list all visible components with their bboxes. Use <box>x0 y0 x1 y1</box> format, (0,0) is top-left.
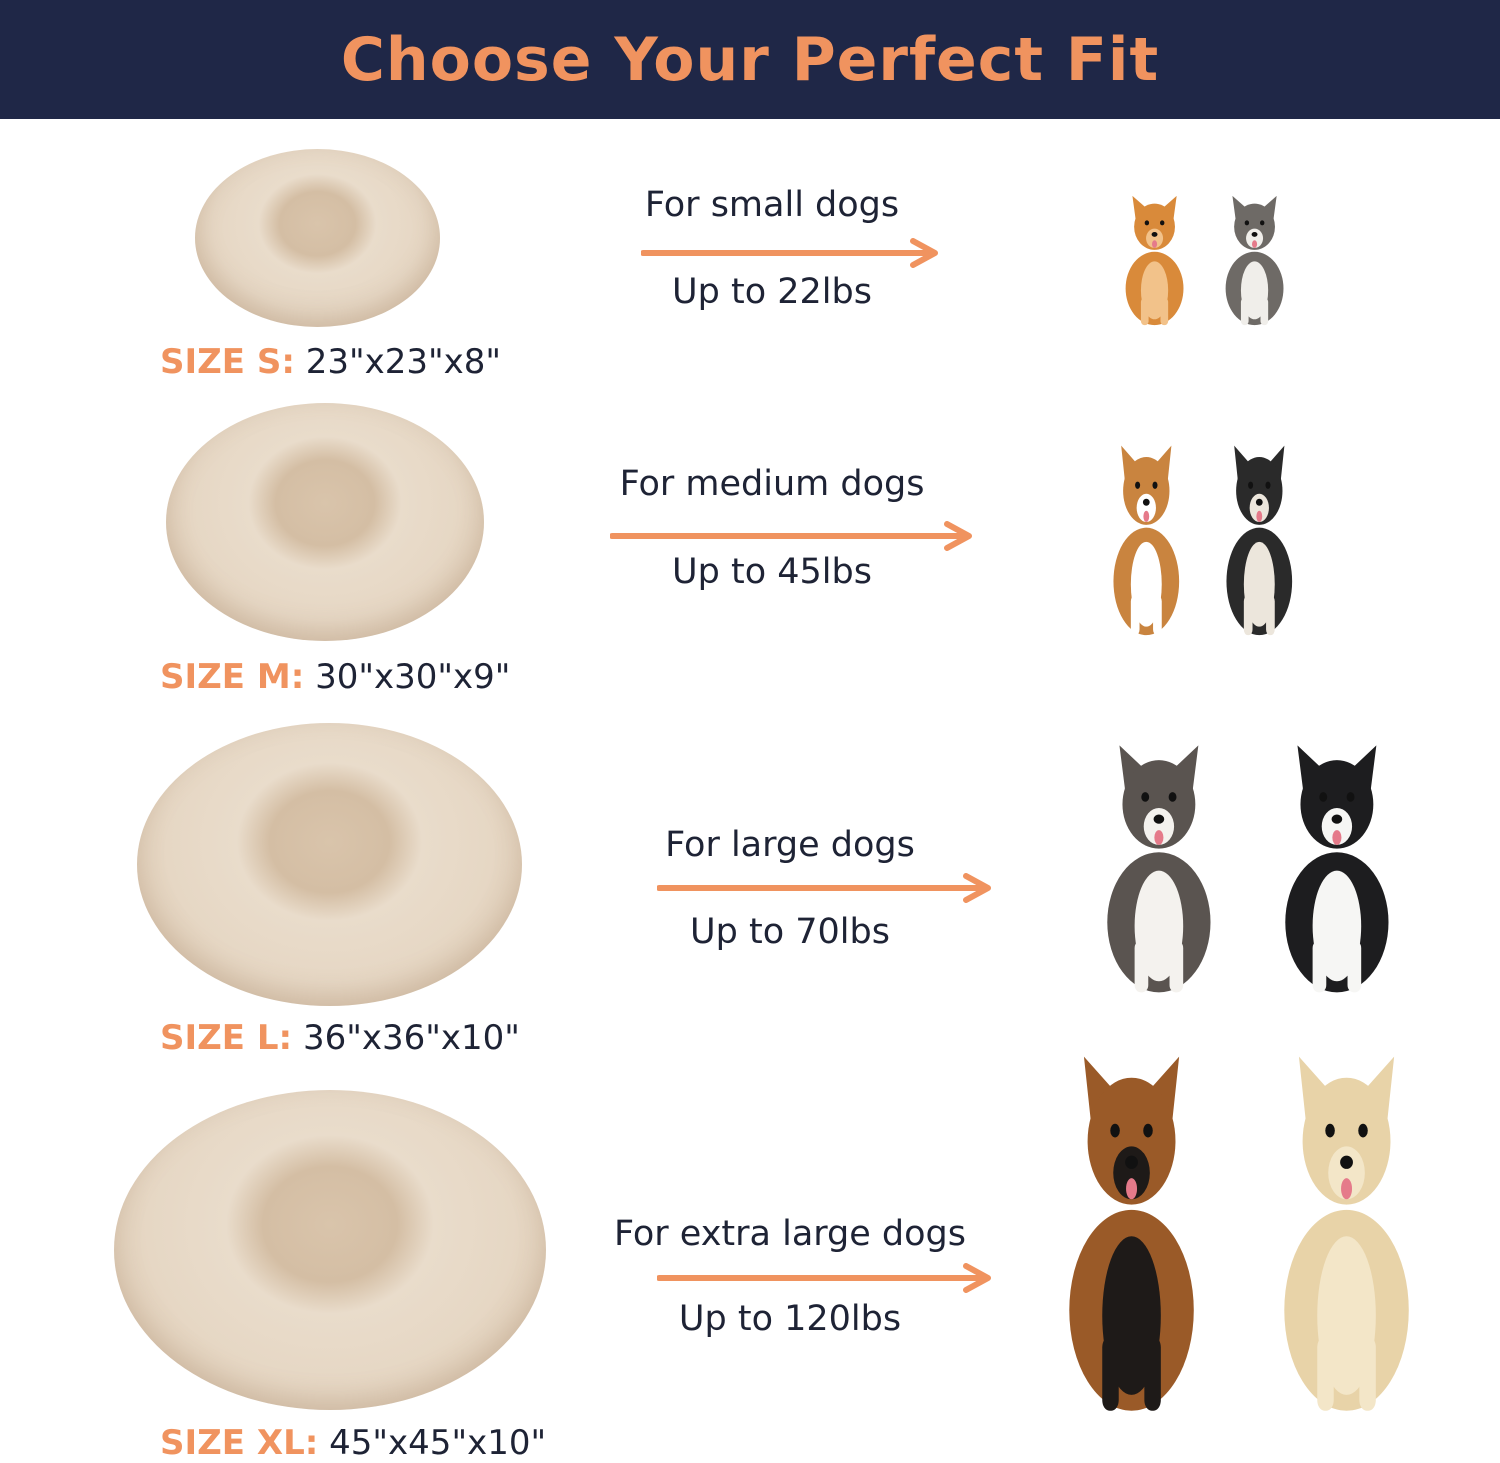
size-dimensions: 45"x45"x10" <box>329 1423 547 1463</box>
fit-description: For medium dogs <box>619 464 925 504</box>
pomeranian-dog-icon <box>1125 195 1184 326</box>
size-name: SIZE S: <box>160 342 295 382</box>
size-name: SIZE M: <box>160 657 305 697</box>
header-banner: Choose Your Perfect Fit <box>0 0 1500 119</box>
fit-description: For large dogs <box>665 825 915 865</box>
weight-limit: Up to 120lbs <box>678 1299 902 1339</box>
size-label-s: SIZE S: 23"x23"x8" <box>160 342 501 382</box>
size-label-xl: SIZE XL: 45"x45"x10" <box>160 1423 546 1463</box>
size-dimensions: 36"x36"x10" <box>302 1018 520 1058</box>
weight-limit: Up to 70lbs <box>690 912 890 952</box>
yorkshire-terrier-dog-icon <box>1225 195 1284 326</box>
beagle-dog-icon <box>1113 445 1180 636</box>
arrow-icon <box>610 521 972 551</box>
bed-image-small <box>195 149 440 327</box>
weight-limit: Up to 22lbs <box>672 272 872 312</box>
size-label-l: SIZE L: 36"x36"x10" <box>160 1018 520 1058</box>
size-name: SIZE XL: <box>160 1423 319 1463</box>
bed-image-large <box>137 723 522 1006</box>
weight-limit: Up to 45lbs <box>672 552 872 592</box>
size-name: SIZE L: <box>160 1018 293 1058</box>
dogs-small <box>1112 192 1297 327</box>
size-label-m: SIZE M: 30"x30"x9" <box>160 657 510 697</box>
german-shepherd-dog-icon <box>1069 1056 1194 1411</box>
border-collie-dog-icon <box>1285 745 1389 993</box>
bed-image-medium <box>166 403 484 641</box>
dogs-medium <box>1098 440 1308 638</box>
french-bulldog-dog-icon <box>1226 445 1293 636</box>
size-dimensions: 23"x23"x8" <box>305 342 502 382</box>
arrow-icon <box>657 873 991 903</box>
fit-description: For small dogs <box>644 185 900 225</box>
arrow-icon <box>657 1263 991 1293</box>
golden-retriever-dog-icon <box>1284 1056 1409 1411</box>
page-title: Choose Your Perfect Fit <box>340 24 1160 95</box>
dogs-large <box>1083 738 1413 996</box>
bed-image-extra-large <box>114 1090 546 1410</box>
arrow-icon <box>641 238 938 268</box>
australian-shepherd-dog-icon <box>1107 745 1211 993</box>
fit-description: For extra large dogs <box>613 1214 967 1254</box>
dogs-extra-large <box>1040 1046 1438 1416</box>
size-dimensions: 30"x30"x9" <box>315 657 511 697</box>
